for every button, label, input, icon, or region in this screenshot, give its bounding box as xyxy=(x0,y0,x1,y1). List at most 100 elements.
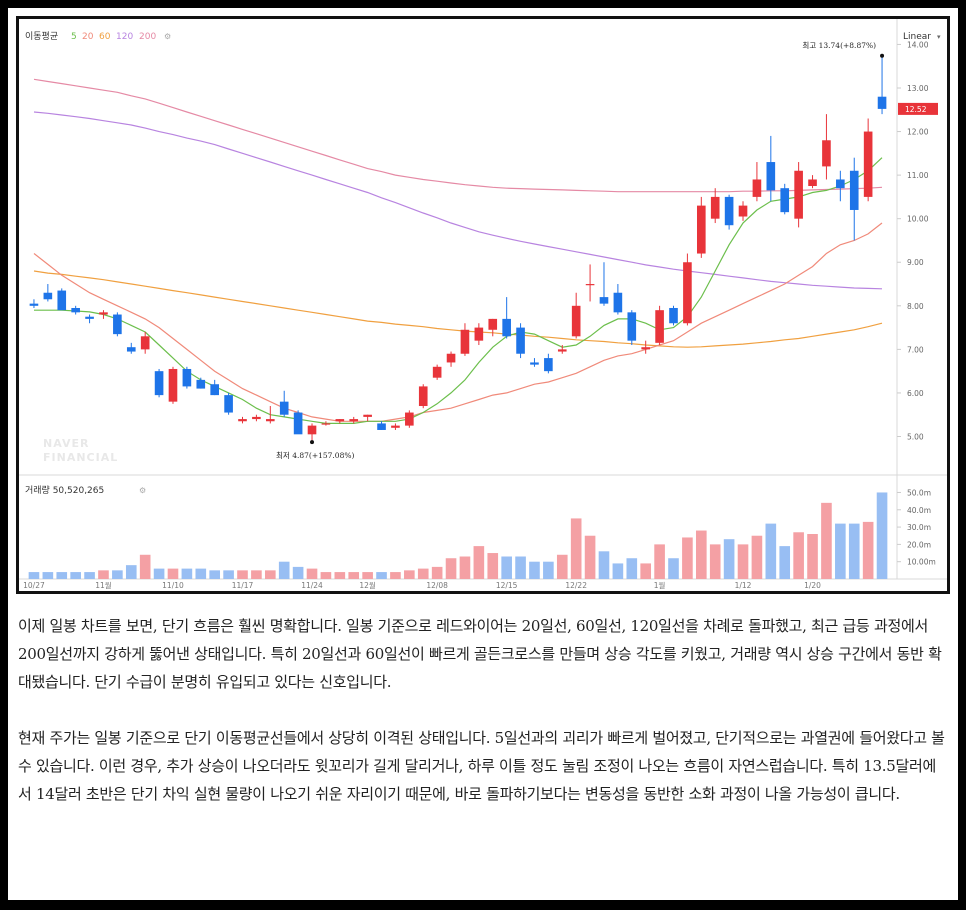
volume-bar xyxy=(362,572,373,579)
volume-bar xyxy=(556,554,568,579)
content-area: NAVER FINANCIAL 이동평균 5 20 60 120 200 ⚙ Linear ▾ 14.… xyxy=(8,8,958,900)
price-tick-label: 6.00 xyxy=(907,389,924,398)
watermark-line-1: NAVER xyxy=(43,437,89,450)
candle-body xyxy=(502,318,511,337)
volume-bar xyxy=(28,572,40,579)
volume-bar xyxy=(56,572,68,579)
candle-body xyxy=(405,412,414,426)
volume-bar xyxy=(765,523,777,579)
volume-bar xyxy=(306,568,318,579)
date-tick-label: 12/22 xyxy=(565,581,587,590)
ma-legend-period: 120 xyxy=(116,32,133,42)
volume-bar xyxy=(543,561,554,579)
date-tick-label: 11월 xyxy=(95,580,112,590)
volume-bar xyxy=(695,530,707,579)
volume-bar xyxy=(390,572,401,579)
candle-body xyxy=(516,327,525,354)
date-tick-label: 11/17 xyxy=(232,581,254,590)
candle-body xyxy=(655,310,664,343)
volume-bar xyxy=(125,565,137,579)
candle-body xyxy=(168,368,178,402)
volume-tick-label: 30.0m xyxy=(907,523,931,532)
date-tick-label: 1/12 xyxy=(735,581,752,590)
scale-mode-label: Linear xyxy=(903,32,931,42)
candle-body xyxy=(752,179,762,197)
low-marker xyxy=(310,440,315,445)
volume-bar xyxy=(445,558,457,579)
candle-body xyxy=(794,170,803,219)
volume-bar xyxy=(807,534,818,579)
volume-bar xyxy=(654,544,665,579)
volume-bar xyxy=(84,572,95,579)
ma-legend-period: 60 xyxy=(99,32,111,42)
date-tick-label: 11/10 xyxy=(162,581,184,590)
volume-bar xyxy=(139,554,151,579)
candle-body xyxy=(710,196,720,219)
price-tick-label: 11.00 xyxy=(907,171,929,180)
price-tick-label: 13.00 xyxy=(907,84,929,93)
date-tick-label: 10/27 xyxy=(23,581,45,590)
candle-body xyxy=(822,140,831,167)
candle-body xyxy=(738,205,748,217)
volume-bar xyxy=(376,572,387,579)
candle-body xyxy=(71,307,80,313)
volume-bar xyxy=(70,572,81,579)
candle-body xyxy=(265,419,275,422)
candle-body xyxy=(349,419,359,422)
volume-bar xyxy=(487,553,499,579)
candle-body xyxy=(238,419,247,422)
candle-body xyxy=(377,423,386,430)
candle-body xyxy=(99,312,108,315)
candle-body xyxy=(613,292,623,313)
candle-body xyxy=(474,327,484,341)
candle-body xyxy=(279,401,289,415)
ma-legend-period: 20 xyxy=(82,32,94,42)
volume-bar xyxy=(835,523,846,579)
low-annotation: 최저 4.87(+157.08%) xyxy=(276,450,354,460)
price-tick-label: 12.00 xyxy=(907,128,929,137)
volume-bar xyxy=(264,570,276,579)
volume-bar xyxy=(570,518,582,579)
high-marker xyxy=(880,53,885,58)
candle-body xyxy=(780,188,790,213)
volume-bar xyxy=(459,556,471,579)
date-tick-label: 12/08 xyxy=(426,581,448,590)
candle-body xyxy=(696,205,706,254)
volume-settings-icon: ⚙ xyxy=(139,486,146,495)
date-tick-label: 1/20 xyxy=(804,581,821,590)
candle-body xyxy=(293,412,303,435)
volume-bar xyxy=(515,556,526,579)
volume-bar xyxy=(167,568,179,579)
volume-bar xyxy=(237,570,248,579)
candle-body xyxy=(29,303,39,306)
article-paragraph-1: 이제 일봉 차트를 보면, 단기 흐름은 훨씬 명확합니다. 일봉 기준으로 레… xyxy=(18,617,942,691)
candle-body xyxy=(863,131,873,197)
volume-bar xyxy=(584,535,596,579)
ma-line-5 xyxy=(34,157,883,424)
volume-bar xyxy=(334,572,346,579)
volume-bar xyxy=(112,570,123,579)
volume-bar xyxy=(320,572,332,579)
volume-bar xyxy=(737,544,749,579)
candle-body xyxy=(57,290,67,311)
article-body: 이제 일봉 차트를 보면, 단기 흐름은 훨씬 명확합니다. 일봉 기준으로 레… xyxy=(18,612,948,836)
candle-body xyxy=(224,395,233,413)
volume-bar xyxy=(42,572,54,579)
candle-body xyxy=(585,284,595,286)
volume-bar xyxy=(779,546,791,579)
candle-body xyxy=(849,170,859,210)
candle-body xyxy=(669,307,678,324)
volume-bar xyxy=(181,568,193,579)
ma-legend-period: 5 xyxy=(71,32,77,42)
volume-bar xyxy=(612,563,624,579)
volume-bar xyxy=(209,570,221,579)
volume-bar xyxy=(292,566,304,579)
volume-bar xyxy=(431,566,443,579)
volume-bar xyxy=(709,544,721,579)
candle-body xyxy=(418,386,428,407)
volume-bar xyxy=(98,570,109,579)
candle-body xyxy=(836,179,845,189)
volume-bar xyxy=(751,535,763,579)
candle-body xyxy=(85,316,94,319)
